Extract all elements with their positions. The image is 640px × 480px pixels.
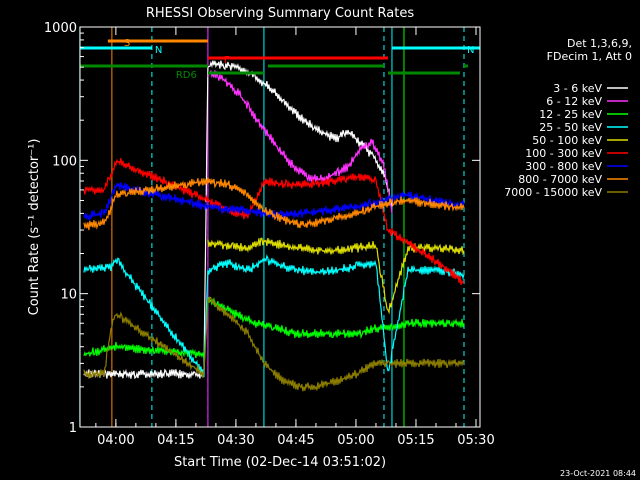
- legend-label-6: 300 - 800 keV: [525, 160, 602, 173]
- state-bar-label-0: S: [124, 38, 130, 49]
- y-tick-label-0: 1: [69, 421, 77, 436]
- state-bar-label-2: N: [467, 45, 474, 56]
- vertical-markers: [79, 27, 465, 427]
- timestamp: 23-Oct-2021 08:44: [560, 469, 636, 478]
- series-line-3: [83, 254, 465, 378]
- state-bar-label-4: RD6: [176, 70, 197, 81]
- legend: Det 1,3,6,9, FDecim 1, Att 0 3 - 6 keV6 …: [504, 37, 632, 199]
- state-bar-label-3: F: [224, 55, 230, 66]
- x-tick-label-4: 05:00: [337, 433, 374, 448]
- state-bars: S N N F RD6: [79, 38, 480, 81]
- legend-label-0: 3 - 6 keV: [553, 82, 602, 95]
- legend-label-7: 800 - 7000 keV: [518, 173, 602, 186]
- x-axis-label: Start Time (02-Dec-14 03:51:02): [174, 455, 386, 470]
- series-line-7: [83, 177, 465, 231]
- legend-label-3: 25 - 50 keV: [539, 121, 602, 134]
- legend-header-line-2: FDecim 1, Att 0: [547, 50, 632, 63]
- plot-frame: [79, 26, 481, 428]
- data-series: [83, 60, 465, 392]
- y-tick-label-3: 1000: [44, 21, 77, 36]
- x-tick-label-0: 04:00: [97, 433, 134, 448]
- series-line-4: [207, 237, 465, 315]
- series-line-5: [83, 157, 465, 285]
- state-bar-label-1: N: [155, 45, 162, 56]
- series-line-8: [83, 296, 465, 392]
- series-line-6: [83, 181, 465, 221]
- series-line-0: [83, 60, 393, 380]
- legend-label-4: 50 - 100 keV: [532, 134, 602, 147]
- chart-title: RHESSI Observing Summary Count Rates: [146, 6, 415, 21]
- series-line-1: [207, 70, 393, 214]
- axes: 04:00 04:15 04:30 04:45 05:00 05:15 05:30 1 10 10…: [44, 21, 495, 448]
- series-line-2: [83, 297, 465, 359]
- x-tick-label-3: 04:45: [277, 433, 314, 448]
- legend-label-8: 7000 - 15000 keV: [504, 186, 602, 199]
- legend-label-1: 6 - 12 keV: [546, 95, 602, 108]
- y-tick-label-2: 100: [52, 154, 77, 169]
- legend-header-line-1: Det 1,3,6,9,: [567, 37, 632, 50]
- legend-label-5: 100 - 300 keV: [525, 147, 602, 160]
- x-tick-label-5: 05:15: [397, 433, 434, 448]
- legend-label-2: 12 - 25 keV: [539, 108, 602, 121]
- x-tick-label-2: 04:30: [217, 433, 254, 448]
- x-tick-label-1: 04:15: [157, 433, 194, 448]
- y-tick-label-1: 10: [60, 288, 77, 303]
- y-axis-label: Count Rate (s⁻¹ detector⁻¹): [27, 139, 42, 316]
- x-tick-label-6: 05:30: [457, 433, 494, 448]
